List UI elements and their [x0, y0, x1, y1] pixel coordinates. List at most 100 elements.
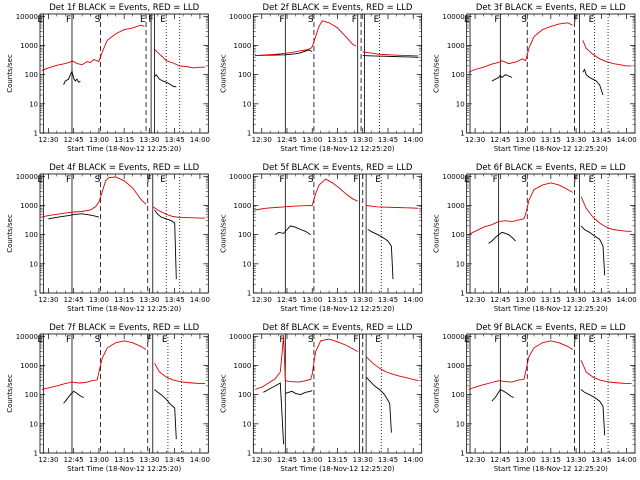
series-lld-line: [154, 48, 205, 69]
y-axis-label: Counts/sec: [219, 54, 227, 93]
x-tick-label: 13:15: [114, 456, 134, 464]
x-tick-label: 13:00: [302, 296, 322, 304]
panel-7: Det 7f BLACK = Events, RED = LLD 1 10 100 10…: [6, 323, 210, 473]
plot-frame: [39, 173, 209, 294]
x-tick-label: 13:30: [139, 456, 159, 464]
marker-label-s: S: [95, 15, 101, 25]
panel-9: Det 9f BLACK = Events, RED = LLD 1 10 100 10…: [433, 323, 637, 473]
y-tick-label: 10000: [229, 333, 251, 341]
x-tick-label: 12:30: [252, 456, 272, 464]
marker-label-f: F: [573, 335, 578, 345]
x-tick-label: 12:45: [277, 296, 297, 304]
x-tick-label: 13:30: [566, 456, 586, 464]
panel-4: Det 4f BLACK = Events, RED = LLD 1 10 100 10…: [6, 163, 210, 313]
series-events-line: [63, 69, 81, 85]
marker-label-s: S: [308, 175, 314, 185]
x-tick-label: 12:30: [252, 296, 272, 304]
marker-label-f: F: [66, 175, 71, 185]
series-events-line: [491, 388, 514, 402]
x-tick-label: 12:45: [277, 456, 297, 464]
y-tick-label: 10000: [442, 13, 464, 21]
x-tick-label: 12:45: [490, 456, 510, 464]
x-tick-label: 13:30: [139, 136, 159, 144]
series-events-line: [362, 55, 419, 58]
y-axis-label: Counts/sec: [433, 54, 441, 93]
y-tick-label: 10: [29, 100, 38, 108]
marker-label-s: S: [95, 335, 101, 345]
y-tick-label: 1: [34, 290, 38, 298]
series-lld-line: [468, 340, 573, 390]
series-events-line: [48, 213, 100, 220]
y-tick-label: 100: [238, 71, 251, 79]
y-tick-label: 1000: [447, 202, 465, 210]
y-axis-label: Counts/sec: [6, 54, 14, 93]
series-lld-line: [468, 22, 573, 73]
series-events-line: [365, 376, 392, 433]
y-tick-label: 100: [238, 231, 251, 239]
marker-label-f: F: [573, 15, 578, 25]
marker-label-e: E: [37, 335, 43, 345]
y-tick-label: 1000: [234, 202, 252, 210]
plot-frame: [39, 13, 209, 134]
series-events-line: [491, 74, 513, 82]
series-lld-line: [582, 40, 632, 67]
y-tick-label: 10000: [442, 173, 464, 181]
x-tick-label: 13:00: [515, 136, 535, 144]
marker-label-e: E: [375, 175, 381, 185]
x-tick-label: 14:00: [403, 136, 423, 144]
marker-label-s: S: [308, 335, 314, 345]
x-tick-label: 14:00: [616, 136, 636, 144]
series-lld-line: [362, 51, 419, 57]
x-tick-label: 13:00: [89, 136, 109, 144]
marker-label-f: F: [147, 175, 152, 185]
x-tick-label: 13:45: [165, 136, 185, 144]
marker-label-e: E: [140, 15, 146, 25]
y-tick-label: 10000: [16, 173, 38, 181]
y-tick-label: 10: [29, 260, 38, 268]
series-events-line: [154, 209, 177, 280]
y-tick-label: 10000: [229, 173, 251, 181]
x-tick-label: 13:15: [114, 136, 134, 144]
series-lld-line: [254, 178, 358, 211]
series-lld-line: [41, 176, 147, 218]
marker-label-e: E: [464, 335, 470, 345]
y-tick-label: 100: [25, 71, 38, 79]
x-tick-label: 13:00: [515, 456, 535, 464]
marker-label-e: E: [37, 175, 43, 185]
y-axis-label: Counts/sec: [433, 214, 441, 253]
x-tick-label: 13:15: [541, 456, 561, 464]
x-tick-label: 13:15: [541, 296, 561, 304]
x-axis-label: Start Time (18-Nov-12 12:25:20): [494, 465, 608, 473]
panel-2: Det 2f BLACK = Events, RED = LLD 1 10 100 10…: [219, 3, 423, 153]
x-tick-label: 13:45: [378, 456, 398, 464]
x-tick-label: 12:30: [465, 456, 485, 464]
x-axis-label: Start Time (18-Nov-12 12:25:20): [280, 145, 394, 153]
y-tick-label: 1000: [20, 362, 38, 370]
series-events-line: [263, 382, 285, 445]
marker-label-s: S: [308, 15, 314, 25]
marker-label-f: F: [279, 175, 284, 185]
x-tick-label: 12:45: [277, 136, 297, 144]
series-events-line: [582, 68, 604, 96]
series-events-line: [580, 389, 606, 436]
x-tick-label: 13:15: [114, 296, 134, 304]
x-tick-label: 14:00: [190, 456, 210, 464]
panel-8: Det 8f BLACK = Events, RED = LLD 1 10 100 10…: [219, 323, 423, 473]
marker-label-s: S: [521, 15, 527, 25]
marker-label-e: E: [464, 15, 470, 25]
series-lld-line: [254, 336, 358, 390]
plot-frame: [252, 173, 423, 294]
y-tick-label: 1: [247, 450, 251, 458]
x-tick-label: 14:00: [616, 296, 636, 304]
x-tick-label: 13:30: [353, 296, 373, 304]
x-tick-label: 14:00: [190, 296, 210, 304]
marker-label-f: F: [279, 335, 284, 345]
y-tick-label: 10: [242, 260, 251, 268]
x-tick-label: 12:45: [64, 136, 84, 144]
marker-label-f: F: [148, 15, 153, 25]
series-events-line: [254, 49, 313, 57]
plot-frame: [466, 333, 636, 454]
y-tick-label: 100: [451, 71, 464, 79]
marker-label-e: E: [160, 15, 166, 25]
x-tick-label: 13:00: [302, 456, 322, 464]
